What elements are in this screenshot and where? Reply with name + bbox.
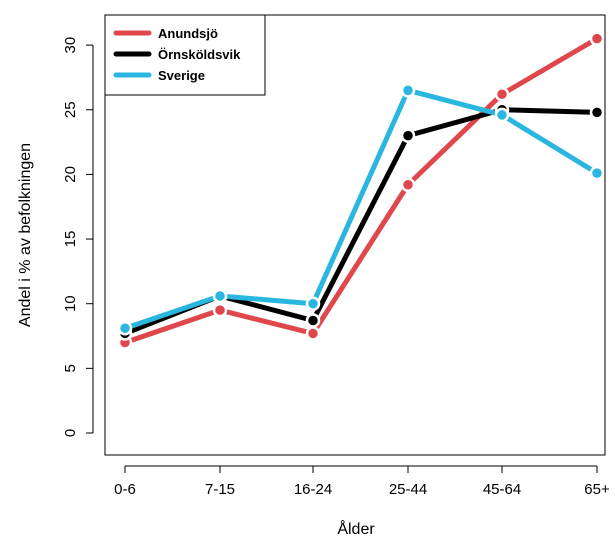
series-points <box>117 31 605 350</box>
series-line-2 <box>122 87 600 331</box>
series-point-2 <box>494 107 510 123</box>
x-tick-label: 45-64 <box>483 481 521 498</box>
plot-frame <box>104 14 606 456</box>
y-tick-label: 25 <box>62 101 79 118</box>
x-axis-title: Ålder <box>337 519 375 538</box>
y-axis-title: Andel i % av befolkningen <box>17 143 34 327</box>
series-point-2 <box>212 288 228 304</box>
y-tick-label: 0 <box>62 429 79 437</box>
x-tick-label: 0-6 <box>114 481 136 498</box>
x-tick-label: 65+ <box>584 481 610 498</box>
series-point-0 <box>589 31 605 46</box>
y-tick-label: 15 <box>62 231 79 248</box>
legend: Anundsjö Örnsköldsvik Sverige <box>104 14 266 96</box>
series-point-0 <box>400 177 416 192</box>
y-tick-label: 10 <box>62 295 79 312</box>
series-point-0 <box>212 302 228 318</box>
series-lines <box>122 36 600 345</box>
series-point-1 <box>305 313 321 328</box>
legend-label: Sverige <box>158 68 205 83</box>
series-point-2 <box>589 165 605 181</box>
y-axis: 0 5 10 15 20 25 30 <box>62 37 94 437</box>
x-tick-label: 16-24 <box>294 481 332 498</box>
legend-label: Anundsjö <box>158 26 218 41</box>
series-line-0 <box>122 36 600 345</box>
series-point-2 <box>305 296 321 311</box>
series-line-1 <box>122 107 600 336</box>
series-point-2 <box>400 83 416 98</box>
series-point-2 <box>117 321 133 336</box>
series-point-1 <box>400 128 416 143</box>
x-tick-label: 25-44 <box>389 481 427 498</box>
x-axis: 0-6 7-15 16-24 25-44 45-64 65+ <box>114 465 610 498</box>
series-point-0 <box>494 86 510 102</box>
y-tick-label: 20 <box>62 166 79 183</box>
legend-label: Örnsköldsvik <box>158 47 241 62</box>
y-tick-label: 5 <box>62 364 79 372</box>
y-tick-label: 30 <box>62 37 79 54</box>
x-tick-label: 7-15 <box>205 481 235 498</box>
series-point-1 <box>589 105 605 120</box>
series-point-0 <box>305 326 321 341</box>
